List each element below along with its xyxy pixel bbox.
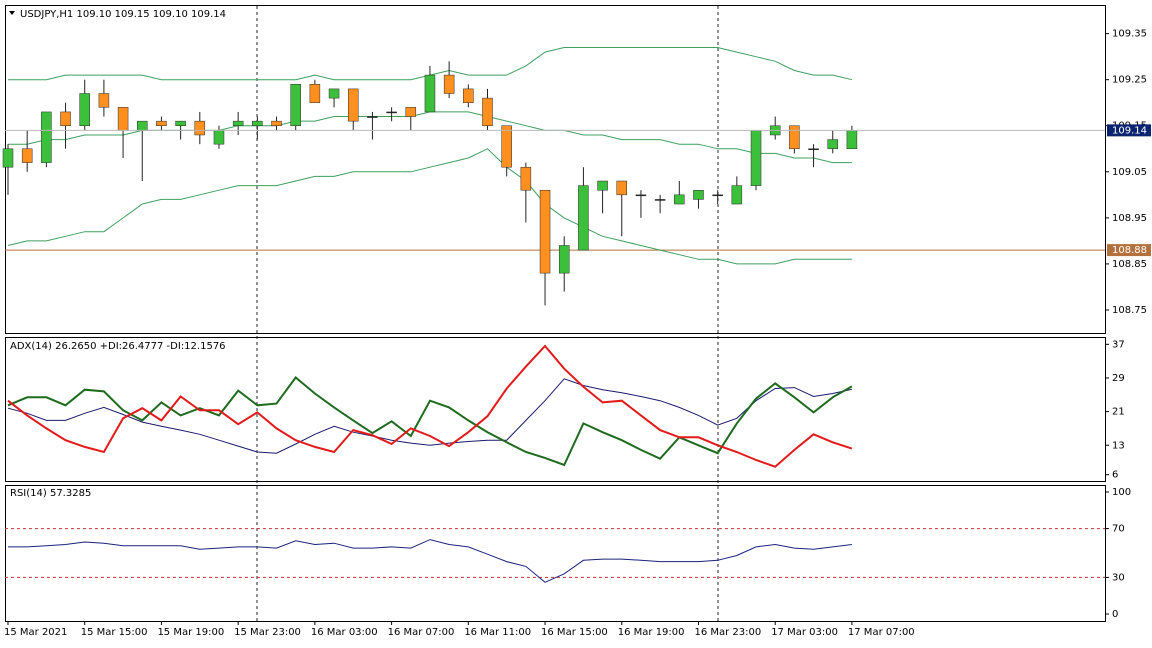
- candle-body: [117, 107, 129, 131]
- candle-body: [482, 97, 493, 126]
- candle-body: [175, 120, 186, 126]
- symbol-header: USDJPY,H1 109.10 109.15 109.10 109.14: [20, 9, 226, 20]
- y-tick-label: 0: [1112, 609, 1118, 620]
- candle-body: [328, 88, 340, 99]
- candle-body: [731, 185, 743, 205]
- candle-body: [386, 111, 397, 114]
- y-tick-label: 109.05: [1112, 167, 1147, 178]
- y-tick-label: 21: [1112, 407, 1125, 418]
- candle-body: [347, 88, 359, 122]
- x-tick-label: 16 Mar 23:00: [694, 627, 761, 638]
- candle-body: [137, 120, 148, 131]
- candle-body: [846, 130, 858, 150]
- candle-body: [271, 120, 282, 126]
- candle-body: [424, 74, 436, 113]
- adx-header: ADX(14) 26.2650 +DI:26.4777 -DI:12.1576: [10, 341, 226, 352]
- candle-body: [21, 148, 33, 163]
- y-tick-label: 109.35: [1112, 29, 1147, 40]
- candle-body: [635, 194, 647, 197]
- candle-body: [443, 74, 455, 94]
- candle-body: [98, 93, 110, 108]
- candle-body: [41, 111, 52, 163]
- indicator-line: [8, 539, 852, 583]
- candle-body: [463, 88, 474, 103]
- indicator-line: [7, 376, 853, 467]
- candle-body: [597, 180, 608, 191]
- y-tick-label: 13: [1112, 440, 1125, 451]
- candle-body: [674, 194, 685, 205]
- candle-body: [79, 93, 90, 126]
- candle-body: [156, 120, 167, 126]
- candle-body: [808, 148, 819, 151]
- x-tick-label: 15 Mar 19:00: [157, 627, 224, 638]
- indicator-line: [7, 148, 852, 265]
- candle-body: [60, 111, 71, 126]
- price-label-box: [1107, 244, 1151, 257]
- y-tick-label: 70: [1112, 524, 1125, 535]
- main-panel: [5, 5, 1106, 334]
- y-tick-label: 100: [1112, 487, 1131, 498]
- price-label: 108.88: [1112, 245, 1147, 256]
- x-tick-label: 17 Mar 07:00: [848, 627, 915, 638]
- x-tick-label: 17 Mar 03:00: [771, 627, 838, 638]
- candle-body: [827, 139, 838, 150]
- y-tick-label: 30: [1112, 572, 1125, 583]
- indicator-line: [7, 344, 853, 468]
- rsi-header: RSI(14) 57.3285: [10, 488, 91, 499]
- menu-triangle[interactable]: [9, 11, 15, 15]
- candle-body: [712, 194, 723, 197]
- y-tick-label: 6: [1112, 470, 1118, 481]
- rsi-panel: [5, 485, 1106, 622]
- candle-body: [405, 107, 417, 117]
- y-tick-label: 108.75: [1112, 305, 1147, 316]
- candle-body: [578, 185, 589, 251]
- candle-body: [539, 189, 551, 274]
- candle-body: [789, 125, 800, 150]
- x-tick-label: 16 Mar 07:00: [388, 627, 455, 638]
- candle-body: [213, 130, 225, 145]
- y-tick-label: 37: [1112, 339, 1125, 350]
- candle-body: [558, 245, 570, 274]
- candle-body: [232, 120, 244, 126]
- candle-body: [501, 125, 512, 168]
- x-tick-label: 16 Mar 03:00: [311, 627, 378, 638]
- candle-body: [252, 120, 263, 126]
- x-tick-label: 15 Mar 23:00: [234, 627, 301, 638]
- x-tick-label: 16 Mar 15:00: [541, 627, 608, 638]
- candle-body: [654, 199, 666, 201]
- last-price-label: 109.14: [1112, 125, 1147, 136]
- y-tick-label: 109.25: [1112, 75, 1147, 86]
- last-price-box: [1107, 124, 1151, 137]
- y-tick-label: 108.95: [1112, 213, 1147, 224]
- candle-body: [520, 166, 532, 191]
- indicator-line: [7, 378, 853, 454]
- x-tick-label: 15 Mar 15:00: [81, 627, 148, 638]
- x-tick-label: 16 Mar 19:00: [618, 627, 685, 638]
- candle-body: [616, 180, 628, 196]
- candle-body: [693, 189, 704, 200]
- candle-body: [750, 130, 762, 186]
- candle-body: [194, 120, 206, 136]
- candle-body: [367, 116, 378, 118]
- candle-body: [309, 84, 321, 103]
- candle-body: [290, 84, 301, 126]
- x-tick-label: 15 Mar 2021: [4, 627, 67, 638]
- candle-body: [2, 148, 14, 168]
- y-tick-label: 108.85: [1112, 259, 1147, 270]
- x-tick-label: 16 Mar 11:00: [464, 627, 531, 638]
- y-tick-label: 29: [1112, 373, 1125, 384]
- adx-panel: [5, 337, 1106, 482]
